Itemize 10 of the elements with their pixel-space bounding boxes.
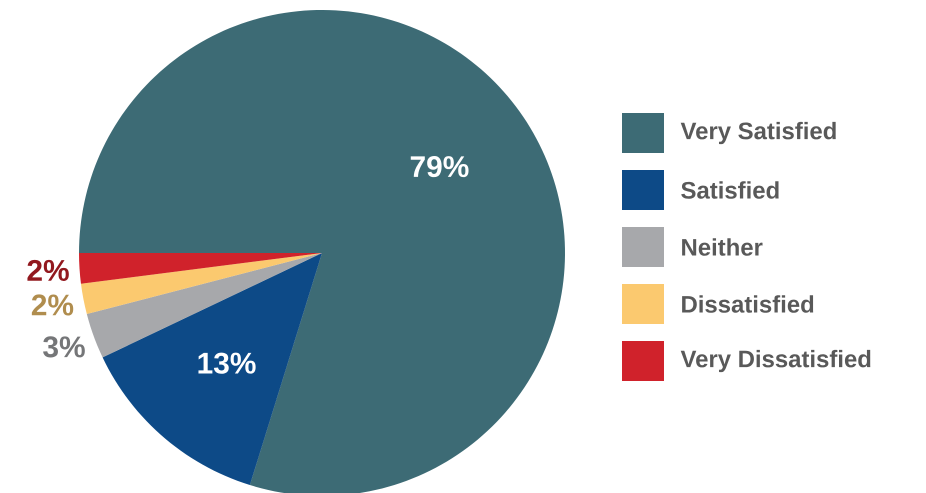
- data-label: 79%: [410, 156, 469, 178]
- data-label: 2%: [32, 294, 74, 316]
- legend-label: Dissatisfied: [682, 295, 814, 313]
- data-label: 13%: [198, 352, 256, 374]
- legend-label: Very Satisfied: [680, 122, 836, 144]
- data-label: 3%: [43, 336, 85, 358]
- data-label: 2%: [27, 260, 69, 281]
- legend-label: Satisfied: [681, 181, 779, 199]
- legend-label: Very Dissatisfied: [680, 350, 870, 372]
- legend-label: Neither: [682, 238, 763, 256]
